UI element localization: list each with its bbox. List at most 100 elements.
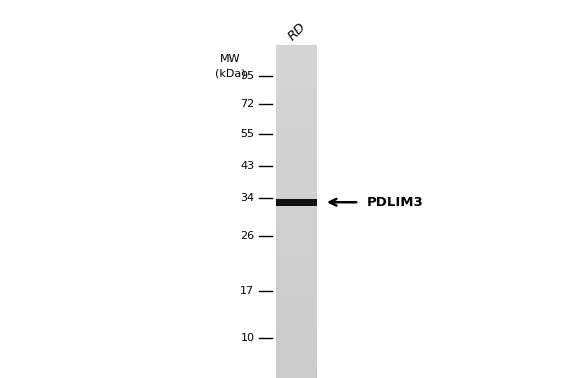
Bar — [276, 121, 317, 123]
Bar — [276, 280, 317, 282]
Bar — [276, 188, 317, 190]
Bar — [276, 118, 317, 119]
Bar — [276, 153, 317, 155]
Bar — [276, 338, 317, 339]
Bar — [276, 232, 317, 234]
Bar — [276, 119, 317, 121]
Bar — [276, 91, 317, 92]
Bar — [276, 48, 317, 49]
Bar — [276, 96, 317, 98]
Bar — [276, 291, 317, 293]
Bar — [276, 111, 317, 113]
Bar — [276, 58, 317, 59]
Bar — [276, 192, 317, 193]
Bar — [276, 314, 317, 316]
Bar — [276, 103, 317, 105]
Bar — [276, 108, 317, 109]
Bar — [276, 141, 317, 142]
Bar — [276, 217, 317, 218]
Bar — [276, 177, 317, 178]
Bar — [276, 284, 317, 285]
Bar — [276, 282, 317, 284]
Bar — [276, 92, 317, 93]
Bar — [276, 201, 317, 202]
Bar — [276, 234, 317, 235]
Bar — [276, 191, 317, 192]
Bar — [276, 139, 317, 141]
Bar — [276, 81, 317, 82]
Bar — [276, 293, 317, 294]
Bar — [276, 277, 317, 278]
Bar — [276, 321, 317, 322]
Bar — [276, 228, 317, 229]
Bar — [276, 319, 317, 320]
Bar — [276, 236, 317, 237]
Bar — [276, 328, 317, 329]
Bar — [276, 143, 317, 144]
Bar — [276, 325, 317, 327]
Bar — [276, 285, 317, 286]
Bar — [276, 70, 317, 72]
Bar — [276, 294, 317, 295]
Bar — [276, 101, 317, 102]
Bar — [276, 128, 317, 130]
Bar — [276, 230, 317, 232]
Bar — [276, 347, 317, 349]
Bar — [276, 296, 317, 297]
Bar — [276, 252, 317, 253]
Bar — [276, 274, 317, 276]
Text: 34: 34 — [240, 194, 254, 203]
Bar — [276, 243, 317, 244]
Bar — [276, 367, 317, 369]
Bar — [276, 268, 317, 269]
Bar — [276, 60, 317, 62]
Bar — [276, 297, 317, 299]
Bar — [276, 346, 317, 347]
Text: (kDa): (kDa) — [215, 69, 245, 79]
Bar — [276, 66, 317, 67]
Bar — [276, 229, 317, 231]
Bar — [276, 93, 317, 94]
Bar — [276, 329, 317, 330]
Bar — [276, 115, 317, 116]
Bar — [276, 222, 317, 224]
Bar — [276, 184, 317, 185]
Bar — [276, 302, 317, 303]
Bar — [276, 362, 317, 363]
Bar — [276, 278, 317, 279]
Bar — [276, 138, 317, 140]
Bar — [276, 311, 317, 312]
Bar — [276, 304, 317, 305]
Text: PDLIM3: PDLIM3 — [367, 196, 424, 209]
Bar — [276, 86, 317, 88]
Bar — [276, 310, 317, 311]
Bar — [276, 152, 317, 153]
Bar — [276, 341, 317, 343]
Bar — [276, 129, 317, 131]
Bar — [276, 62, 317, 64]
Bar — [276, 166, 317, 167]
Bar — [276, 178, 317, 180]
Bar — [276, 154, 317, 156]
Bar — [276, 327, 317, 328]
Bar — [276, 195, 317, 197]
Bar — [276, 369, 317, 370]
Bar — [276, 174, 317, 175]
Bar — [276, 52, 317, 54]
Bar — [276, 146, 317, 148]
Bar — [276, 365, 317, 367]
Bar — [276, 320, 317, 321]
Bar — [276, 158, 317, 159]
Bar — [276, 271, 317, 273]
Bar — [276, 303, 317, 304]
Bar — [276, 208, 317, 209]
Bar — [276, 170, 317, 172]
Bar — [276, 136, 317, 138]
Bar — [276, 260, 317, 261]
Bar — [276, 162, 317, 164]
Bar — [276, 323, 317, 325]
Bar — [276, 65, 317, 66]
Bar — [276, 120, 317, 122]
Bar — [276, 315, 317, 317]
Bar — [276, 160, 317, 161]
